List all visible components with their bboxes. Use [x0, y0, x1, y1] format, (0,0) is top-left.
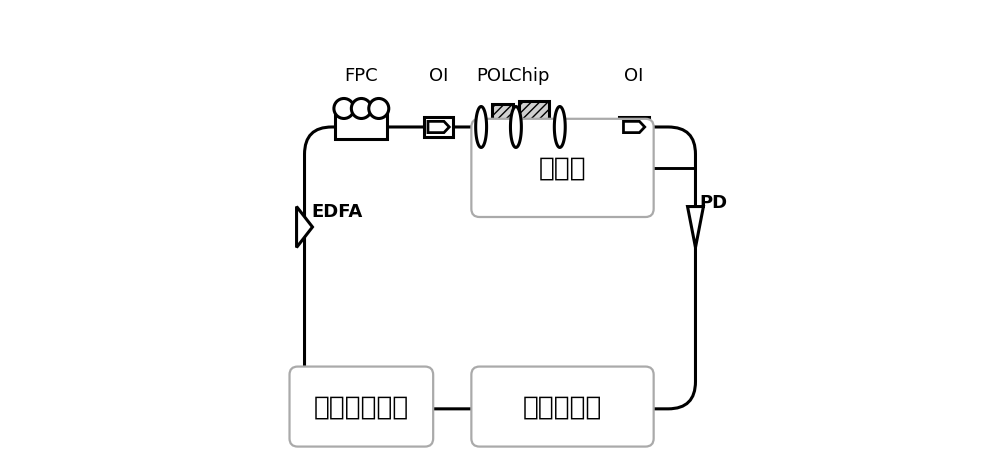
- Text: EDFA: EDFA: [311, 202, 363, 221]
- Polygon shape: [476, 107, 487, 148]
- Bar: [335, 115, 387, 140]
- Text: 可调谐激光器: 可调谐激光器: [314, 394, 409, 420]
- Polygon shape: [554, 107, 565, 148]
- FancyBboxPatch shape: [471, 120, 654, 217]
- Polygon shape: [510, 107, 521, 148]
- Polygon shape: [623, 122, 645, 133]
- Polygon shape: [297, 207, 312, 248]
- Bar: [519, 101, 549, 154]
- Bar: [492, 105, 513, 151]
- Text: POL: POL: [477, 66, 512, 85]
- Bar: [424, 117, 453, 138]
- Text: 频谱分析仪: 频谱分析仪: [523, 394, 602, 420]
- Bar: [619, 117, 649, 138]
- FancyBboxPatch shape: [471, 367, 654, 447]
- Text: OI: OI: [624, 66, 644, 85]
- Polygon shape: [428, 122, 449, 133]
- Circle shape: [369, 99, 389, 119]
- FancyBboxPatch shape: [290, 367, 433, 447]
- Circle shape: [334, 99, 354, 119]
- Text: PD: PD: [699, 193, 727, 212]
- Circle shape: [351, 99, 371, 119]
- Text: OI: OI: [429, 66, 448, 85]
- Polygon shape: [688, 207, 703, 248]
- Text: 示波器: 示波器: [539, 156, 586, 182]
- Text: Chip: Chip: [509, 66, 550, 85]
- Text: FPC: FPC: [345, 66, 378, 85]
